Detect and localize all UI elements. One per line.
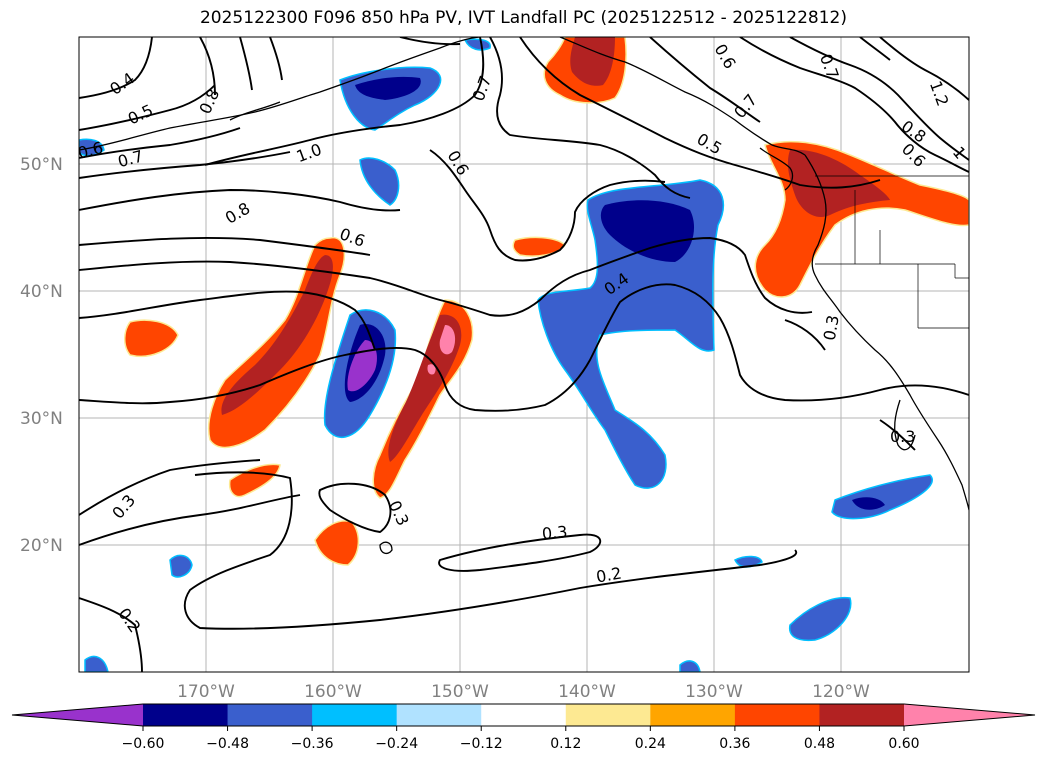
latitude-labels: 50°N 40°N 30°N 20°N: [20, 155, 63, 556]
colorbar: −0.60 −0.48 −0.36 −0.24 −0.12 0.12 0.24 0.36 0.4…: [11, 703, 1036, 752]
lon-label-130w: 130°W: [685, 682, 743, 702]
colorbar-segment: [565, 704, 651, 726]
contour-label: 0.3: [820, 314, 843, 342]
contour-label: 0.3: [541, 522, 568, 543]
lon-label-120w: 120°W: [812, 682, 870, 702]
coastlines: [79, 37, 969, 555]
colorbar-segment: [650, 704, 736, 726]
colorbar-tick-label: −0.48: [206, 736, 249, 752]
lon-label-140w: 140°W: [558, 682, 616, 702]
colorbar-tick-label: 0.48: [804, 736, 835, 752]
map-border: [78, 36, 970, 673]
longitude-labels: 170°W 160°W 150°W 140°W 130°W 120°W: [177, 682, 870, 702]
colorbar-segment: [312, 704, 398, 726]
contour-label: 0.3: [890, 427, 915, 446]
colorbar-extend-low: [12, 704, 143, 726]
map-title: 2025122300 F096 850 hPa PV, IVT Landfall…: [199, 8, 847, 28]
colorbar-segment: [227, 704, 313, 726]
positive-pv-areas: [124, 37, 969, 566]
colorbar-tick-label: −0.36: [291, 736, 334, 752]
colorbar-tick-label: 0.12: [550, 736, 581, 752]
colorbar-segment: [481, 704, 567, 726]
colorbar-tick-label: 0.24: [635, 736, 666, 752]
lon-label-150w: 150°W: [431, 682, 489, 702]
negative-pv-areas: [79, 38, 933, 672]
colorbar-tick-label: 0.60: [888, 736, 919, 752]
colorbar-tick-label: −0.12: [460, 736, 503, 752]
map-panel: 0.4 0.5 0.6 0.7 0.8 1.0 0.8 0.6 0.7 0.6 …: [79, 37, 969, 672]
colorbar-segment: [396, 704, 482, 726]
lat-label-20n: 20°N: [20, 536, 63, 556]
lat-label-30n: 30°N: [20, 409, 63, 429]
colorbar-tick-label: −0.24: [375, 736, 418, 752]
pv-contours: [79, 37, 969, 672]
lat-label-50n: 50°N: [20, 155, 63, 175]
colorbar-tick-label: −0.60: [122, 736, 165, 752]
colorbar-segment: [734, 704, 820, 726]
lon-label-170w: 170°W: [177, 682, 235, 702]
colorbar-segment: [143, 704, 229, 726]
colorbar-tick-label: 0.36: [719, 736, 750, 752]
contour-label: 0.2: [595, 563, 623, 586]
lon-label-160w: 160°W: [304, 682, 362, 702]
colorbar-extend-high: [904, 704, 1035, 726]
colorbar-segment: [819, 704, 905, 726]
borders: [815, 175, 969, 329]
lat-label-40n: 40°N: [20, 282, 63, 302]
